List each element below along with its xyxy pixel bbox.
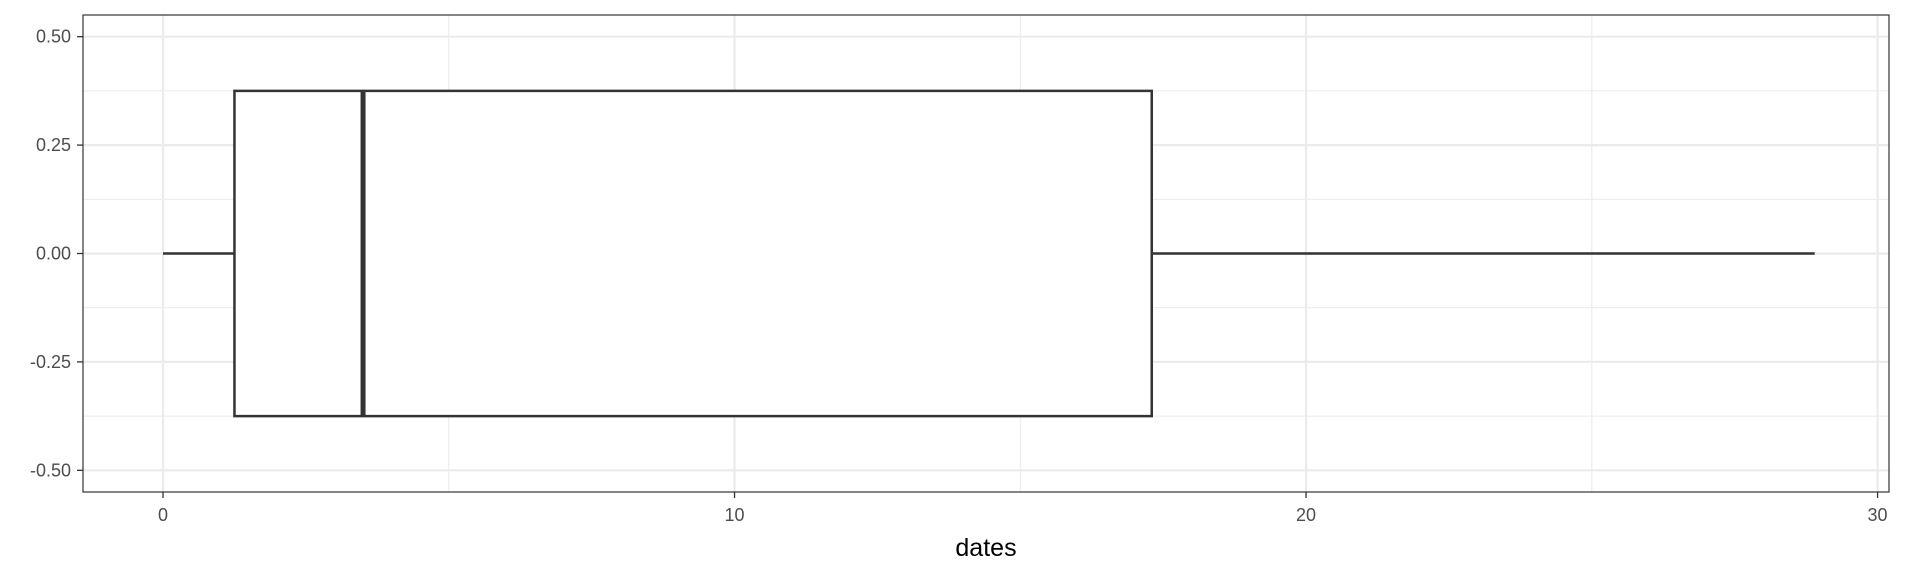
y-tick-label: 0.00 (36, 244, 71, 264)
y-tick-label: 0.50 (36, 27, 71, 47)
y-tick-label: -0.25 (30, 352, 71, 372)
x-tick-label: 30 (1868, 505, 1888, 525)
x-axis: 0 10 20 30 (158, 492, 1888, 525)
x-axis-title: dates (955, 534, 1016, 562)
boxplot (163, 89, 1815, 418)
y-axis: -0.50 -0.25 0.00 0.25 0.50 (30, 27, 83, 480)
y-tick-label: 0.25 (36, 135, 71, 155)
interquartile-box (233, 89, 1153, 418)
y-tick-label: -0.50 (30, 460, 71, 480)
x-tick-label: 20 (1296, 505, 1316, 525)
x-tick-label: 0 (158, 505, 168, 525)
x-tick-label: 10 (725, 505, 745, 525)
